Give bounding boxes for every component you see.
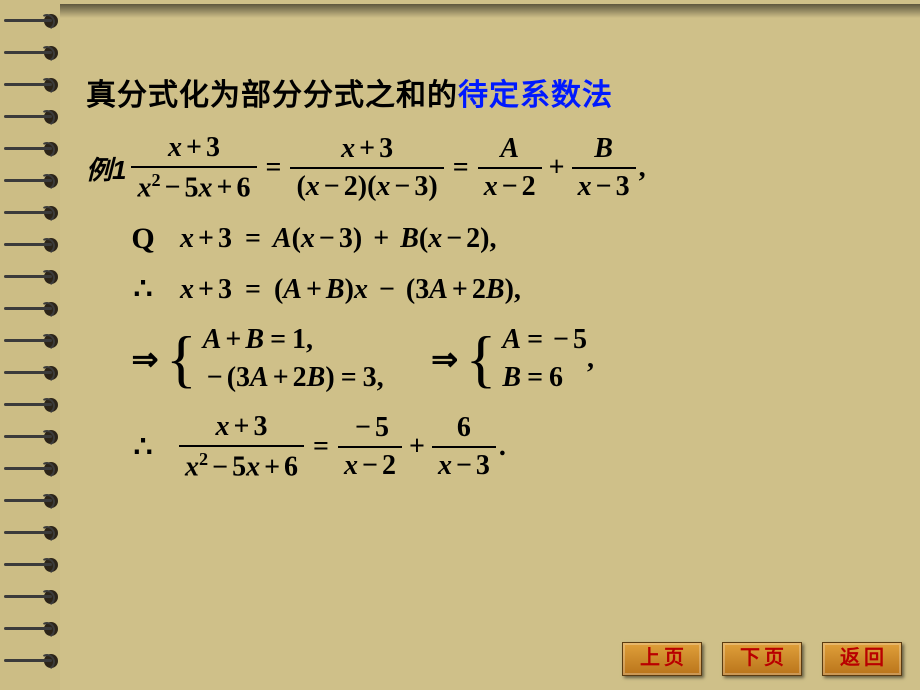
spiral-ring [4,554,52,574]
spiral-ring [4,522,52,542]
nav-bar: 上页 下页 返回 [622,642,902,676]
back-button[interactable]: 返回 [822,642,902,676]
spiral-ring [4,74,52,94]
spiral-ring [4,202,52,222]
spiral-ring [4,490,52,510]
equation-line-4: ⇒ { A+B=1, −(3A+2B)=3, ⇒ { A=−5 B=6 , [86,321,886,397]
implies-symbol-1: ⇒ [124,340,166,378]
title-prefix: 真分式化为部分分式之和的 [86,79,458,112]
therefore-symbol-2: ∴ [124,430,162,465]
spiral-ring [4,170,52,190]
therefore-symbol-1: ∴ [124,272,162,307]
frac-factored: x+3 (x−2)(x−3) [290,133,443,203]
example-label: 例1 [86,150,126,187]
spiral-ring [4,426,52,446]
equation-line-3: ∴ x+3 = (A+B)x − (3A+2B), [86,272,886,307]
spiral-ring [4,138,52,158]
frac-final-2: 6 x−3 [432,412,496,482]
tail-4: , [587,343,594,375]
prev-button[interactable]: 上页 [622,642,702,676]
spiral-ring [4,42,52,62]
spiral-binding [0,0,60,690]
equation-line-1: 例1 x+3 x2−5x+6 = x+3 (x−2)(x−3) = A x−2 … [86,132,886,204]
spiral-ring [4,234,52,254]
top-shadow [0,4,920,18]
eq3-body: x+3 = (A+B)x − (3A+2B), [180,274,521,306]
system-2: { A=−5 B=6 [466,321,587,397]
because-symbol: Q [124,222,162,256]
spiral-ring [4,10,52,30]
equation-line-2: Q x+3 = A(x−3) + B(x−2), [86,222,886,256]
spiral-ring [4,586,52,606]
spiral-ring [4,298,52,318]
frac-final-lhs: x+3 x2−5x+6 [179,411,304,483]
spiral-ring [4,330,52,350]
spiral-ring [4,106,52,126]
title-method: 待定系数法 [458,79,613,112]
spiral-ring [4,650,52,670]
tail-1: , [639,152,646,184]
eq2-body: x+3 = A(x−3) + B(x−2), [180,223,497,255]
frac-final-1: −5 x−2 [338,412,402,482]
spiral-ring [4,266,52,286]
equation-line-5: ∴ x+3 x2−5x+6 = −5 x−2 + 6 x−3 . [86,411,886,483]
next-button[interactable]: 下页 [722,642,802,676]
spiral-ring [4,458,52,478]
spiral-ring [4,362,52,382]
system-1: { A+B=1, −(3A+2B)=3, [166,321,384,397]
spiral-ring [4,618,52,638]
implies-symbol-2: ⇒ [424,340,466,378]
spiral-ring [4,394,52,414]
slide-page: 真分式化为部分分式之和的待定系数法 例1 x+3 x2−5x+6 = x+3 (… [0,0,920,690]
frac-B: B x−3 [572,133,636,203]
frac-A: A x−2 [478,133,542,203]
slide-title: 真分式化为部分分式之和的待定系数法 [86,70,886,114]
frac-lhs: x+3 x2−5x+6 [131,132,256,204]
tail-5: . [499,431,506,463]
slide-content: 真分式化为部分分式之和的待定系数法 例1 x+3 x2−5x+6 = x+3 (… [86,70,886,494]
